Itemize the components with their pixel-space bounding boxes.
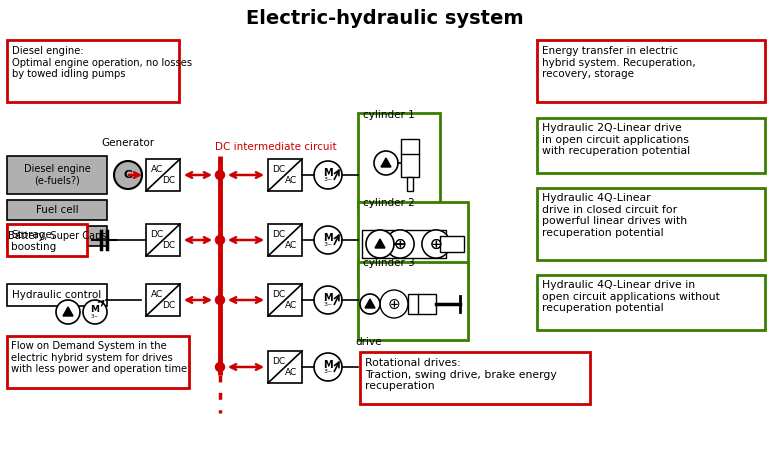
- Text: Diesel engine:
Optimal engine operation, no losses
by towed idling pumps: Diesel engine: Optimal engine operation,…: [12, 46, 192, 79]
- Bar: [360, 352, 590, 404]
- Bar: [7, 200, 107, 220]
- Polygon shape: [375, 239, 385, 248]
- Bar: [440, 236, 464, 252]
- Text: ⊕: ⊕: [393, 237, 407, 251]
- Circle shape: [314, 161, 342, 189]
- Polygon shape: [63, 307, 73, 316]
- Circle shape: [374, 151, 398, 175]
- Text: 3~: 3~: [323, 177, 333, 182]
- Text: cylinder 2: cylinder 2: [363, 198, 415, 208]
- Text: DC: DC: [162, 176, 176, 185]
- Text: Battery, Super Caps: Battery, Super Caps: [8, 231, 106, 241]
- Text: 3~: 3~: [91, 314, 99, 319]
- Circle shape: [114, 161, 142, 189]
- Circle shape: [422, 230, 450, 258]
- Circle shape: [422, 230, 450, 258]
- Circle shape: [314, 353, 342, 381]
- Bar: [146, 284, 180, 316]
- Text: cylinder 3: cylinder 3: [363, 258, 415, 268]
- Text: Diesel engine
(e-fuels?): Diesel engine (e-fuels?): [24, 164, 90, 186]
- Text: ⊕: ⊕: [387, 296, 400, 312]
- Bar: [7, 284, 107, 306]
- Text: AC: AC: [285, 368, 297, 377]
- Bar: [7, 40, 179, 102]
- Text: Rotational drives:
Traction, swing drive, brake energy
recuperation: Rotational drives: Traction, swing drive…: [365, 358, 557, 391]
- Text: AC: AC: [285, 176, 297, 185]
- Bar: [537, 118, 765, 173]
- Bar: [358, 262, 468, 340]
- Circle shape: [216, 295, 225, 305]
- Circle shape: [386, 230, 414, 258]
- Text: cylinder 1: cylinder 1: [363, 110, 415, 120]
- Circle shape: [380, 290, 408, 318]
- Bar: [7, 156, 107, 194]
- Bar: [146, 159, 180, 191]
- Text: Flow on Demand System in the
electric hybrid system for drives
with less power a: Flow on Demand System in the electric hy…: [11, 341, 187, 374]
- Bar: [401, 139, 419, 177]
- Text: drive: drive: [355, 337, 381, 347]
- Text: AC: AC: [285, 301, 297, 310]
- Circle shape: [386, 230, 414, 258]
- Text: Storage,
boosting: Storage, boosting: [11, 230, 56, 251]
- Text: DC intermediate circuit: DC intermediate circuit: [215, 142, 336, 152]
- Text: DC: DC: [273, 290, 286, 299]
- Text: DC: DC: [273, 357, 286, 366]
- Bar: [358, 113, 440, 208]
- Polygon shape: [365, 299, 375, 308]
- Bar: [408, 294, 436, 314]
- Text: M: M: [91, 306, 99, 314]
- Bar: [268, 284, 302, 316]
- Text: Hydraulic 4Q-Linear drive in
open circuit applications without
recuperation pote: Hydraulic 4Q-Linear drive in open circui…: [542, 280, 720, 313]
- Bar: [146, 224, 180, 256]
- Bar: [537, 40, 765, 102]
- Text: 3~: 3~: [323, 242, 333, 247]
- Text: ⊕: ⊕: [430, 237, 443, 251]
- Circle shape: [56, 300, 80, 324]
- Bar: [268, 224, 302, 256]
- Text: ⊕: ⊕: [393, 237, 407, 251]
- Circle shape: [216, 363, 225, 371]
- Text: M: M: [323, 360, 333, 370]
- Text: AC: AC: [285, 241, 297, 250]
- Bar: [7, 226, 107, 246]
- Bar: [7, 336, 189, 388]
- Text: Electric-hydraulic system: Electric-hydraulic system: [246, 8, 524, 27]
- Text: DC: DC: [273, 165, 286, 174]
- Text: M: M: [323, 293, 333, 303]
- Bar: [268, 351, 302, 383]
- Circle shape: [216, 236, 225, 244]
- Text: Hydraulic control: Hydraulic control: [12, 290, 102, 300]
- Text: 3~: 3~: [323, 302, 333, 307]
- Polygon shape: [381, 158, 391, 167]
- Text: Hydraulic 4Q-Linear
drive in closed circuit for
powerful linear drives with
recu: Hydraulic 4Q-Linear drive in closed circ…: [542, 193, 687, 238]
- Text: Fuel cell: Fuel cell: [35, 205, 79, 215]
- Circle shape: [366, 230, 394, 258]
- Text: Hydraulic 2Q-Linear drive
in open circuit applications
with recuperation potenti: Hydraulic 2Q-Linear drive in open circui…: [542, 123, 690, 156]
- Text: DC: DC: [273, 230, 286, 239]
- Text: DC: DC: [162, 301, 176, 310]
- Text: 3~: 3~: [323, 369, 333, 374]
- Text: M: M: [323, 168, 333, 178]
- Circle shape: [216, 170, 225, 180]
- Bar: [407, 177, 413, 191]
- Circle shape: [360, 294, 380, 314]
- Circle shape: [83, 300, 107, 324]
- Text: AC: AC: [151, 290, 163, 299]
- Text: DC: DC: [150, 230, 163, 239]
- Text: Energy transfer in electric
hybrid system. Recuperation,
recovery, storage: Energy transfer in electric hybrid syste…: [542, 46, 695, 79]
- Text: Generator: Generator: [102, 138, 155, 148]
- Bar: [358, 202, 468, 280]
- Bar: [362, 230, 446, 258]
- Bar: [537, 275, 765, 330]
- Bar: [7, 224, 87, 256]
- Text: AC: AC: [151, 165, 163, 174]
- Bar: [537, 188, 765, 260]
- Text: M: M: [323, 233, 333, 243]
- Text: ⊕: ⊕: [430, 237, 443, 251]
- Text: DC: DC: [162, 241, 176, 250]
- Text: G: G: [123, 170, 132, 180]
- Circle shape: [314, 286, 342, 314]
- Circle shape: [314, 226, 342, 254]
- Bar: [268, 159, 302, 191]
